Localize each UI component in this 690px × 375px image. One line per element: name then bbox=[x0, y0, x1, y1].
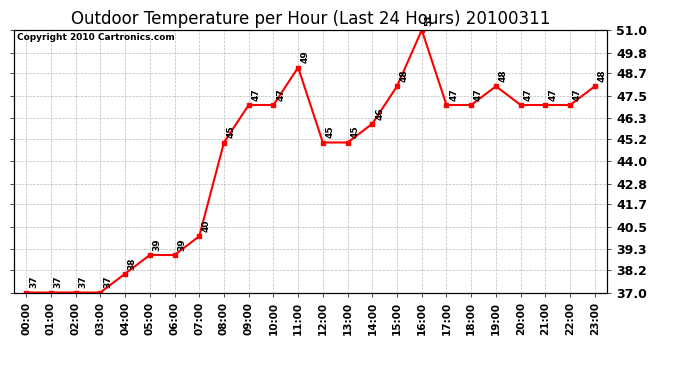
Text: 39: 39 bbox=[152, 238, 161, 251]
Text: 47: 47 bbox=[548, 88, 557, 101]
Text: 45: 45 bbox=[351, 126, 359, 138]
Text: 47: 47 bbox=[474, 88, 483, 101]
Text: 46: 46 bbox=[375, 107, 384, 120]
Text: 37: 37 bbox=[79, 276, 88, 288]
Text: 45: 45 bbox=[227, 126, 236, 138]
Text: 49: 49 bbox=[301, 51, 310, 63]
Text: 47: 47 bbox=[573, 88, 582, 101]
Title: Outdoor Temperature per Hour (Last 24 Hours) 20100311: Outdoor Temperature per Hour (Last 24 Ho… bbox=[71, 10, 550, 28]
Text: 48: 48 bbox=[598, 69, 607, 82]
Text: 48: 48 bbox=[400, 69, 408, 82]
Text: 37: 37 bbox=[103, 276, 112, 288]
Text: 45: 45 bbox=[326, 126, 335, 138]
Text: 40: 40 bbox=[202, 220, 211, 232]
Text: 47: 47 bbox=[449, 88, 458, 101]
Text: 48: 48 bbox=[499, 69, 508, 82]
Text: 39: 39 bbox=[177, 238, 186, 251]
Text: 47: 47 bbox=[524, 88, 533, 101]
Text: Copyright 2010 Cartronics.com: Copyright 2010 Cartronics.com bbox=[17, 33, 175, 42]
Text: 38: 38 bbox=[128, 257, 137, 270]
Text: 51: 51 bbox=[424, 13, 433, 26]
Text: 37: 37 bbox=[54, 276, 63, 288]
Text: 47: 47 bbox=[251, 88, 260, 101]
Text: 47: 47 bbox=[276, 88, 285, 101]
Text: 37: 37 bbox=[29, 276, 38, 288]
